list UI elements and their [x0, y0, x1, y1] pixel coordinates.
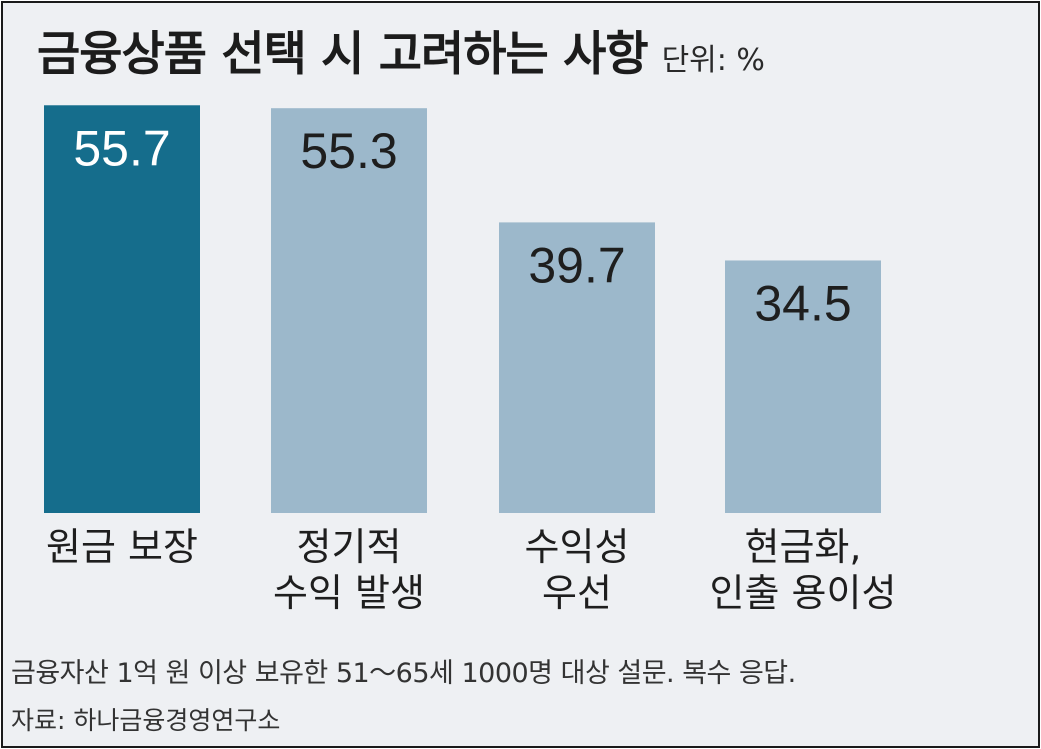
survey-note: 금융자산 1억 원 이상 보유한 51～65세 1000명 대상 설문. 복수 …	[11, 658, 796, 689]
category-label-2-line-0: 수익성	[525, 525, 630, 569]
category-label-1-line-0: 정기적	[297, 525, 402, 569]
chart-title: 금융상품 선택 시 고려하는 사항	[37, 27, 649, 82]
category-label-1-line-1: 수익 발생	[273, 571, 425, 615]
bar-0	[44, 105, 200, 513]
bar-value-label-1: 55.3	[300, 123, 397, 179]
category-label-2-line-1: 우선	[542, 571, 612, 615]
unit-label: 단위: %	[661, 43, 765, 78]
bar-3	[725, 260, 881, 513]
title-row: 금융상품 선택 시 고려하는 사항 단위: %	[37, 15, 765, 84]
bar-value-label-2: 39.7	[528, 237, 625, 293]
source-note: 자료: 하나금융경영연구소	[11, 706, 281, 735]
bar-1	[271, 108, 427, 513]
category-label-3-line-0: 현금화,	[745, 525, 862, 569]
bar-2	[499, 222, 655, 513]
category-label-0-line-0: 원금 보장	[46, 525, 198, 569]
bar-value-label-0: 55.7	[73, 120, 170, 176]
bar-value-label-3: 34.5	[754, 275, 851, 331]
category-label-3-line-1: 인출 용이성	[710, 571, 897, 615]
